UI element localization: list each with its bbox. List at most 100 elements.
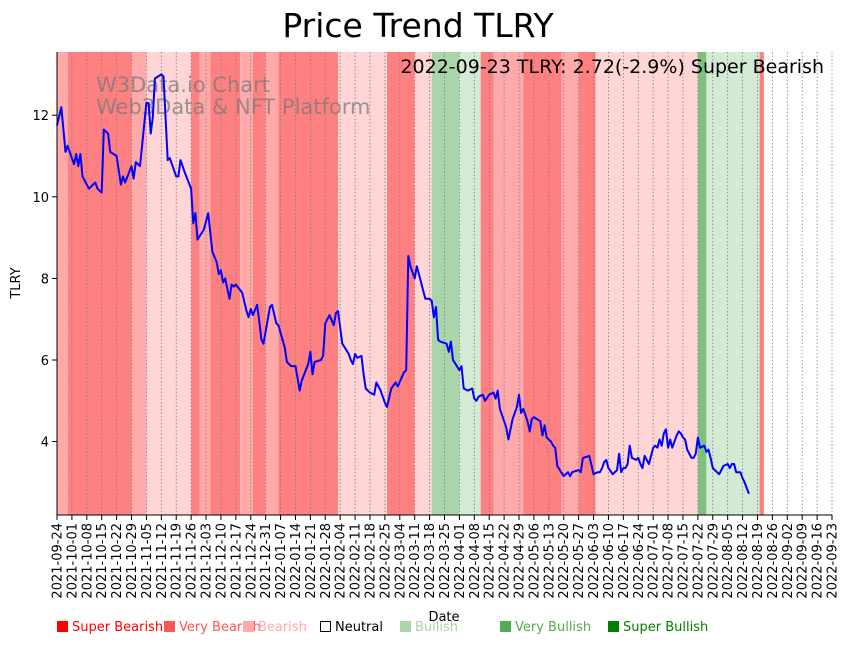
- x-tick-label: 2022-08-12: [736, 523, 751, 599]
- y-tick-label: 10: [32, 191, 49, 206]
- vertical-grid: [56, 52, 833, 515]
- x-tick-label: 2021-12-17: [229, 523, 244, 599]
- legend-item: Bullish: [400, 620, 458, 635]
- x-tick-label: 2022-07-22: [691, 523, 706, 599]
- x-tick-label: 2022-01-21: [304, 523, 319, 599]
- x-axis-ticks: 2021-09-24 2021-10-01 2021-10-08 2021-10-15…: [51, 515, 841, 599]
- sentiment-band: [561, 52, 579, 515]
- sentiment-band: [338, 52, 360, 515]
- sentiment-bands: [57, 52, 764, 515]
- legend-label: Very Bearish: [179, 620, 261, 635]
- sentiment-band: [252, 52, 266, 515]
- sentiment-band: [199, 52, 211, 515]
- legend-item: Very Bearish: [164, 620, 261, 635]
- legend-swatch-icon: [320, 621, 331, 632]
- y-tick-label: 12: [32, 109, 49, 124]
- x-tick-label: 2021-10-22: [110, 523, 125, 599]
- x-tick-label: 2022-04-01: [453, 523, 468, 599]
- x-tick-label: 2022-04-22: [498, 523, 513, 599]
- y-tick-label: 6: [41, 354, 49, 369]
- x-tick-label: 2022-07-15: [676, 523, 691, 599]
- sentiment-band: [759, 52, 764, 515]
- x-tick-label: 2021-12-10: [214, 523, 229, 599]
- x-tick-label: 2021-10-01: [65, 523, 80, 599]
- sentiment-band: [191, 52, 200, 515]
- sentiment-band: [57, 52, 68, 515]
- y-tick-label: 4: [41, 436, 49, 451]
- x-tick-label: 2022-09-02: [781, 523, 796, 599]
- legend-swatch-icon: [400, 621, 411, 632]
- legend-label: Super Bearish: [72, 620, 164, 635]
- y-axis-label: TLRY: [9, 267, 24, 299]
- x-tick-label: 2022-05-27: [572, 523, 587, 599]
- x-tick-label: 2022-04-29: [513, 523, 528, 599]
- x-tick-label: 2021-10-15: [95, 523, 110, 599]
- price-annotation: 2022-09-23 TLRY: 2.72(-2.9%) Super Beari…: [400, 56, 824, 78]
- legend-item: Very Bullish: [500, 620, 591, 635]
- x-tick-label: 2022-02-18: [363, 523, 378, 599]
- y-tick-label: 8: [41, 272, 49, 287]
- x-tick-label: 2021-12-24: [244, 523, 259, 599]
- sentiment-band: [523, 52, 562, 515]
- legend-swatch-icon: [57, 621, 68, 632]
- x-tick-label: 2022-02-11: [349, 523, 364, 599]
- x-tick-label: 2022-06-10: [602, 523, 617, 599]
- legend-label: Bullish: [415, 620, 459, 635]
- legend-swatch-icon: [500, 621, 511, 632]
- watermark-line-2: Web3Data & NFT Platform: [96, 95, 371, 119]
- sentiment-band: [359, 52, 388, 515]
- sentiment-band: [578, 52, 596, 515]
- x-tick-label: 2021-12-31: [259, 523, 274, 599]
- sentiment-band: [278, 52, 339, 515]
- x-tick-label: 2022-09-23: [826, 523, 841, 599]
- x-tick-label: 2022-05-20: [557, 523, 572, 599]
- x-axis-label: Date: [428, 610, 459, 625]
- x-tick-label: 2022-08-05: [721, 523, 736, 599]
- x-tick-label: 2022-01-14: [289, 523, 304, 599]
- legend-swatch-icon: [608, 621, 619, 632]
- x-tick-label: 2022-09-16: [811, 523, 826, 599]
- x-tick-label: 2022-05-06: [527, 523, 542, 599]
- x-tick-label: 2021-12-03: [200, 523, 215, 599]
- legend-item: Super Bearish: [57, 620, 163, 635]
- x-tick-label: 2022-07-01: [647, 523, 662, 599]
- x-tick-label: 2021-11-19: [170, 523, 185, 599]
- sentiment-band: [67, 52, 132, 515]
- x-tick-label: 2022-03-25: [438, 523, 453, 599]
- x-tick-label: 2022-07-29: [706, 523, 721, 599]
- sentiment-band: [240, 52, 253, 515]
- x-tick-label: 2022-08-19: [751, 523, 766, 599]
- x-tick-label: 2022-01-28: [319, 523, 334, 599]
- x-tick-label: 2022-04-08: [468, 523, 483, 599]
- y-axis-ticks: 4 6 8 10 12: [32, 109, 57, 451]
- legend-swatch-icon: [164, 621, 175, 632]
- sentiment-band: [431, 52, 460, 515]
- sentiment-band: [414, 52, 432, 515]
- x-tick-label: 2022-03-18: [423, 523, 438, 599]
- legend-item: Bearish: [243, 620, 307, 635]
- legend-label: Very Bullish: [515, 620, 592, 635]
- x-tick-label: 2022-08-26: [766, 523, 781, 599]
- x-tick-label: 2022-01-07: [274, 523, 289, 599]
- legend-item: Super Bullish: [608, 620, 708, 635]
- sentiment-band: [265, 52, 279, 515]
- legend-swatch-icon: [243, 621, 254, 632]
- sentiment-band: [480, 52, 494, 515]
- x-tick-label: 2022-04-15: [483, 523, 498, 599]
- x-tick-label: 2021-10-08: [80, 523, 95, 599]
- chart-title: Price Trend TLRY: [282, 6, 554, 45]
- legend-label: Bearish: [258, 620, 307, 635]
- price-line: [56, 73, 750, 495]
- sentiment-band: [210, 52, 241, 515]
- sentiment-band: [697, 52, 707, 515]
- x-tick-label: 2022-06-24: [632, 523, 647, 599]
- sentiment-band: [146, 52, 192, 515]
- watermark-line-1: W3Data.io Chart: [96, 73, 270, 97]
- x-tick-label: 2022-02-04: [334, 523, 349, 599]
- watermark: W3Data.io Chart Web3Data & NFT Platform: [96, 73, 371, 119]
- x-tick-label: 2021-11-05: [140, 523, 155, 599]
- x-tick-label: 2022-02-25: [378, 523, 393, 599]
- x-tick-label: 2022-06-03: [587, 523, 602, 599]
- x-tick-label: 2022-03-11: [408, 523, 423, 599]
- legend-label: Neutral: [335, 620, 383, 635]
